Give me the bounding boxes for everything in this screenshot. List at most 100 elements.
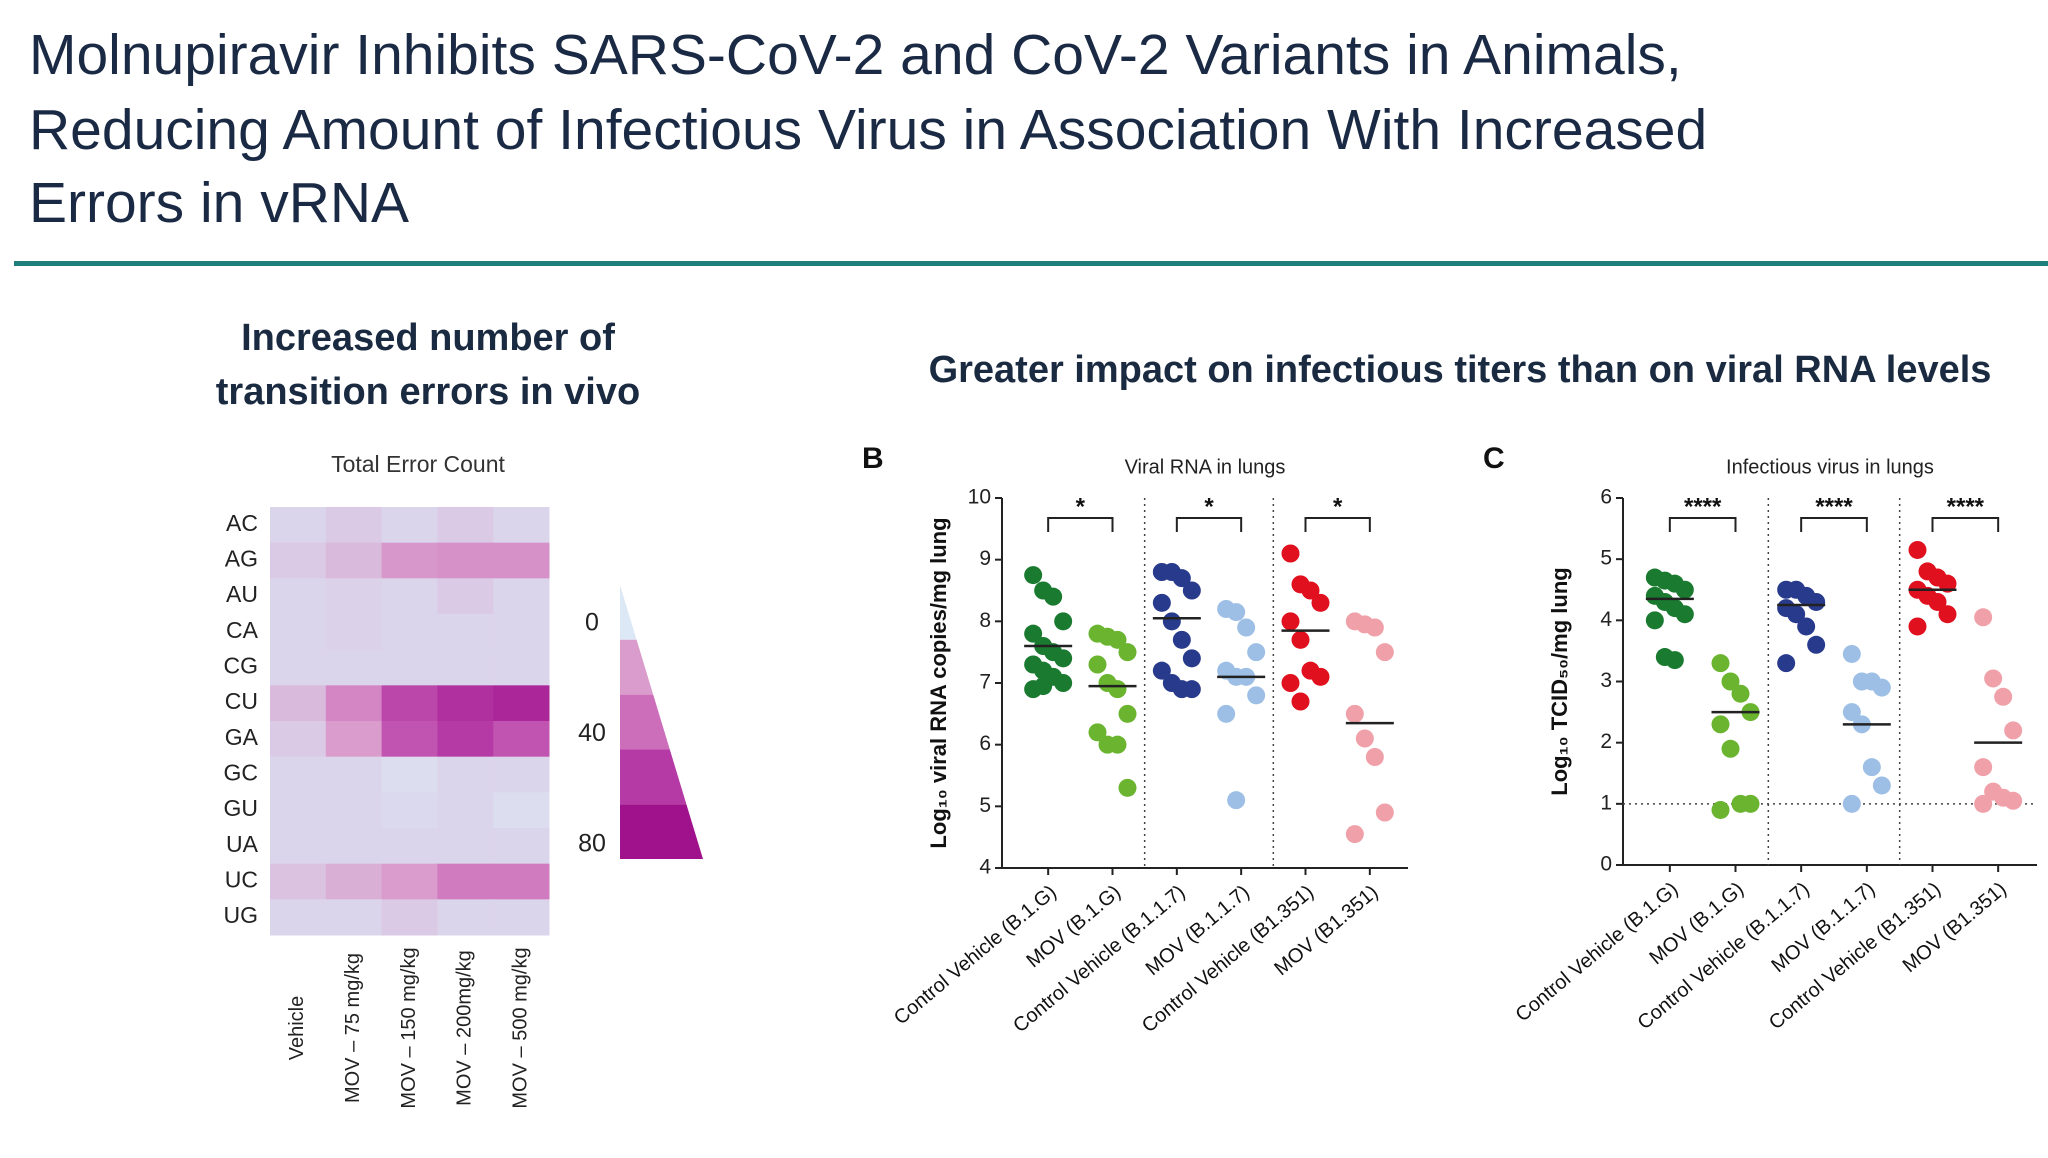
data-point	[1345, 825, 1364, 844]
data-point	[1872, 678, 1891, 697]
significance-label: *	[1204, 493, 1214, 520]
heatmap-cell	[325, 507, 383, 544]
y-tick-label: 1	[1600, 791, 1612, 814]
heatmap-cell	[381, 828, 438, 865]
colorbar-tick-label: 80	[578, 830, 606, 858]
data-point	[1152, 593, 1171, 612]
heatmap-cell	[493, 685, 550, 722]
column-label: MOV – 75 mg/kg	[342, 953, 364, 1103]
row-label: GC	[224, 760, 259, 786]
data-point	[1711, 654, 1730, 673]
heatmap-cell	[381, 578, 438, 615]
data-point	[1984, 669, 2003, 688]
data-point	[1054, 674, 1073, 692]
row-label: UC	[225, 867, 258, 893]
data-point	[1311, 593, 1330, 612]
data-point	[1291, 692, 1310, 711]
heatmap-cell	[493, 792, 550, 829]
section-heading: transition errors in vivo	[216, 371, 640, 413]
heatmap-cell	[270, 578, 327, 615]
data-point	[1842, 644, 1861, 663]
data-point	[1291, 630, 1310, 649]
heatmap-cell	[493, 578, 550, 615]
panel-letter: B	[862, 442, 884, 475]
data-point	[1731, 684, 1750, 703]
data-point	[1217, 704, 1236, 723]
heatmap-cell	[325, 899, 383, 936]
colorbar-band	[620, 694, 670, 750]
heatmap-cell	[437, 578, 494, 615]
data-point	[1237, 618, 1256, 637]
column-label: MOV – 500 mg/kg	[509, 947, 531, 1108]
heatmap-cell	[437, 899, 494, 936]
heatmap-cell	[270, 899, 327, 936]
significance-bracket	[1800, 517, 1868, 532]
y-tick-label: 5	[979, 794, 991, 817]
data-point	[1054, 612, 1073, 631]
data-point	[1044, 587, 1063, 606]
data-point	[1807, 592, 1826, 611]
data-point	[1711, 800, 1730, 819]
heatmap-cell	[493, 863, 550, 900]
row-label: AU	[226, 581, 258, 607]
y-tick-label: 3	[1600, 669, 1612, 692]
data-point	[1227, 791, 1246, 810]
data-point	[1938, 605, 1957, 624]
significance-label: ****	[1684, 493, 1722, 520]
y-tick-label: 4	[979, 856, 991, 879]
y-tick-label: 8	[979, 609, 991, 632]
significance-bracket	[1175, 517, 1243, 532]
data-point	[1162, 612, 1181, 631]
y-axis-label: Log₁₀ TCID₅₀/mg lung	[1547, 567, 1572, 795]
heatmap-cell	[270, 649, 327, 686]
data-point	[1842, 703, 1861, 722]
section-heading: Increased number of	[241, 317, 615, 359]
y-tick-label: 9	[979, 547, 991, 570]
significance-label: *	[1333, 493, 1343, 520]
heatmap-cell	[325, 649, 383, 686]
heatmap-cell	[270, 542, 327, 579]
y-tick-label: 4	[1600, 608, 1612, 631]
row-label: CG	[224, 653, 259, 679]
heatmap-cell	[325, 685, 383, 722]
heatmap-cell	[493, 614, 550, 651]
heatmap-cell	[437, 863, 494, 900]
data-point	[1721, 672, 1740, 691]
significance-label: ****	[1815, 493, 1853, 520]
heatmap-cell	[325, 721, 383, 758]
data-point	[1118, 643, 1137, 662]
row-label: CA	[226, 617, 259, 643]
row-label: AG	[225, 546, 258, 572]
y-tick-label: 5	[1600, 547, 1612, 570]
heatmap-cell	[325, 863, 383, 900]
data-point	[1741, 794, 1760, 813]
column-label: Vehicle	[286, 996, 308, 1061]
heatmap-cell	[325, 578, 383, 615]
data-point	[1034, 677, 1053, 696]
row-label: CU	[225, 688, 258, 714]
heatmap-cell	[493, 828, 550, 865]
data-point	[1024, 624, 1043, 643]
heatmap-cell	[493, 721, 550, 758]
heatmap-cell	[270, 614, 327, 651]
data-point	[1675, 580, 1694, 599]
y-axis-label: Log₁₀ viral RNA copies/mg lung	[926, 517, 951, 848]
heatmap-cell	[270, 507, 327, 544]
significance-bracket	[1304, 517, 1371, 532]
row-label: UG	[224, 902, 259, 928]
heatmap-cell	[381, 756, 438, 793]
heatmap-cell	[437, 507, 494, 544]
data-point	[1872, 776, 1891, 795]
data-point	[1777, 654, 1796, 673]
data-point	[1994, 687, 2013, 706]
data-point	[1281, 674, 1300, 692]
data-point	[1108, 680, 1127, 699]
data-point	[1974, 758, 1993, 777]
title-line: Molnupiravir Inhibits SARS-CoV-2 and CoV…	[29, 23, 1682, 87]
data-point	[1301, 581, 1320, 600]
data-point	[1908, 540, 1927, 559]
data-point	[1172, 569, 1191, 588]
colorbar-tick-label: 0	[585, 609, 599, 637]
data-point	[1088, 723, 1107, 742]
